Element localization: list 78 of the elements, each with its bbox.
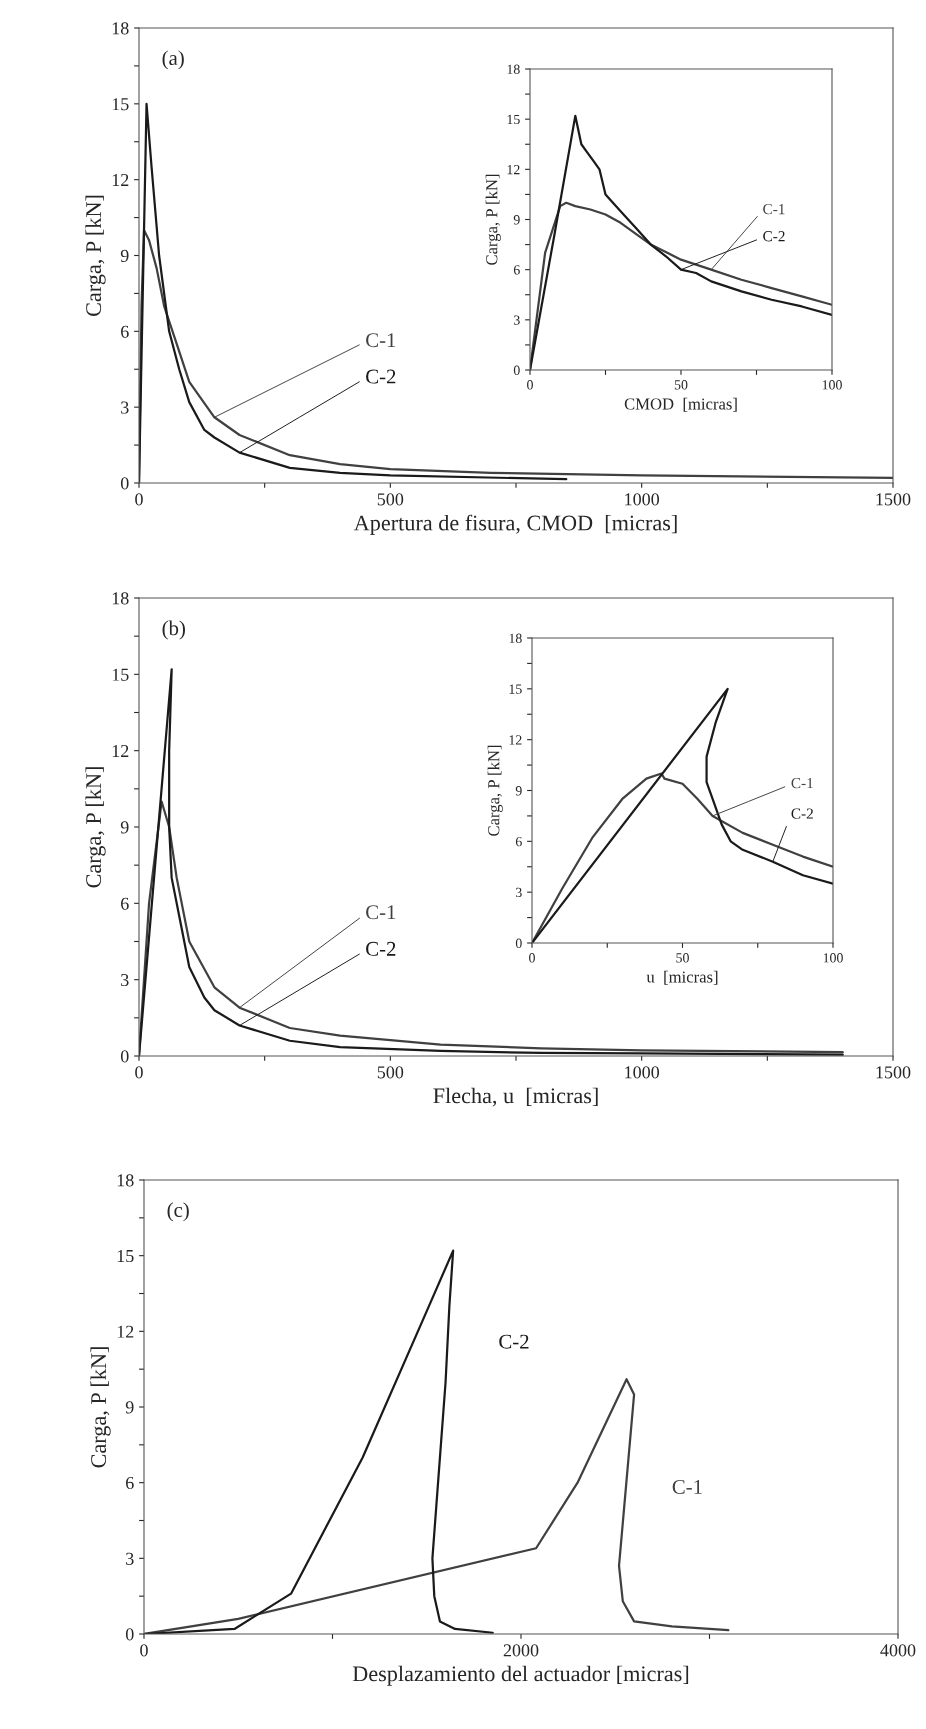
text: C-1 [366, 333, 396, 348]
y-axis-title: Carga, P [kN] [85, 195, 106, 316]
text: C-1 [366, 905, 396, 920]
y-tick-label: 18 [509, 633, 522, 643]
y-axis-title: Carga, P [kN] [487, 745, 503, 836]
x-tick-label: 0 [140, 1644, 148, 1657]
x-tick-label: 1500 [876, 1066, 911, 1079]
text: C-2 [791, 808, 813, 819]
y-axis-title: Carga, P [kN] [485, 174, 501, 265]
x-tick-label: 2000 [503, 1644, 539, 1657]
line-series [139, 102, 568, 483]
y-tick-label: 9 [120, 821, 129, 834]
y-tick-label: 0 [120, 477, 129, 490]
y-tick-label: 6 [126, 1476, 134, 1490]
text: C-1 [672, 1479, 702, 1494]
x-tick-label: 50 [676, 953, 689, 963]
y-tick-label: 6 [513, 265, 520, 275]
text: C-1 [763, 204, 785, 215]
x-tick-label: 0 [529, 953, 535, 963]
x-axis-title: u [micras] [646, 970, 718, 985]
text: C-2 [499, 1334, 529, 1349]
y-tick-label: 6 [121, 325, 129, 338]
y-tick-label: 9 [513, 215, 520, 225]
y-tick-label: 0 [125, 1628, 134, 1641]
y-tick-label: 0 [513, 365, 520, 375]
x-tick-label: 4000 [880, 1644, 916, 1657]
text: C-2 [763, 231, 785, 242]
y-tick-label: 3 [121, 401, 129, 414]
y-tick-label: 0 [515, 938, 522, 948]
text: C-2 [366, 941, 396, 956]
annotation: (b) [162, 620, 185, 640]
y-tick-label: 12 [112, 744, 129, 757]
y-tick-label: 15 [509, 684, 522, 694]
x-axis-title: CMOD [micras] [624, 397, 737, 412]
y-tick-label: 3 [516, 887, 522, 898]
y-tick-label: 12 [507, 164, 520, 175]
y-tick-label: 9 [125, 1401, 134, 1414]
y-tick-label: 9 [515, 786, 522, 796]
y-tick-label: 6 [515, 836, 522, 847]
y-tick-label: 15 [117, 1250, 134, 1263]
x-tick-label: 0 [135, 493, 143, 506]
x-axis-title: Desplazamiento del actuador [micras] [352, 1665, 689, 1686]
x-tick-label: 0 [135, 1066, 143, 1079]
x-tick-label: 100 [822, 380, 842, 390]
x-tick-label: 1500 [876, 493, 911, 506]
y-tick-label: 18 [112, 592, 129, 605]
x-tick-label: 500 [377, 1066, 404, 1079]
x-tick-label: 1000 [625, 493, 660, 506]
y-tick-label: 12 [509, 735, 522, 745]
y-tick-label: 15 [112, 668, 129, 681]
y-tick-label: 3 [121, 973, 129, 987]
y-tick-label: 12 [112, 173, 129, 186]
x-tick-label: 0 [527, 380, 533, 390]
x-axis-title: Apertura de fisura, CMOD [micras] [353, 514, 677, 536]
y-tick-label: 15 [112, 98, 129, 111]
y-tick-label: 15 [507, 114, 520, 125]
x-tick-label: 50 [674, 380, 688, 390]
y-axis-title: Carga, P [kN] [90, 1347, 111, 1468]
y-axis-title: Carga, P [kN] [85, 767, 106, 888]
annotation: (a) [162, 50, 184, 70]
y-tick-label: 18 [117, 1174, 134, 1187]
y-tick-label: 18 [112, 22, 129, 35]
line-series [144, 1378, 730, 1634]
y-tick-label: 18 [507, 64, 520, 74]
y-tick-label: 12 [117, 1325, 134, 1338]
y-tick-label: 9 [120, 249, 129, 262]
x-axis-title: Flecha, u [micras] [433, 1087, 598, 1107]
text: C-2 [366, 369, 396, 384]
x-tick-label: 1000 [625, 1066, 660, 1079]
y-tick-label: 3 [514, 315, 520, 325]
line-series [139, 668, 844, 1056]
x-tick-label: 500 [377, 493, 404, 506]
annotation: (c) [167, 1202, 189, 1222]
x-tick-label: 100 [823, 953, 843, 963]
text: C-1 [791, 777, 813, 789]
y-tick-label: 6 [121, 897, 129, 910]
y-tick-label: 3 [126, 1552, 134, 1565]
y-tick-label: 0 [120, 1050, 129, 1063]
